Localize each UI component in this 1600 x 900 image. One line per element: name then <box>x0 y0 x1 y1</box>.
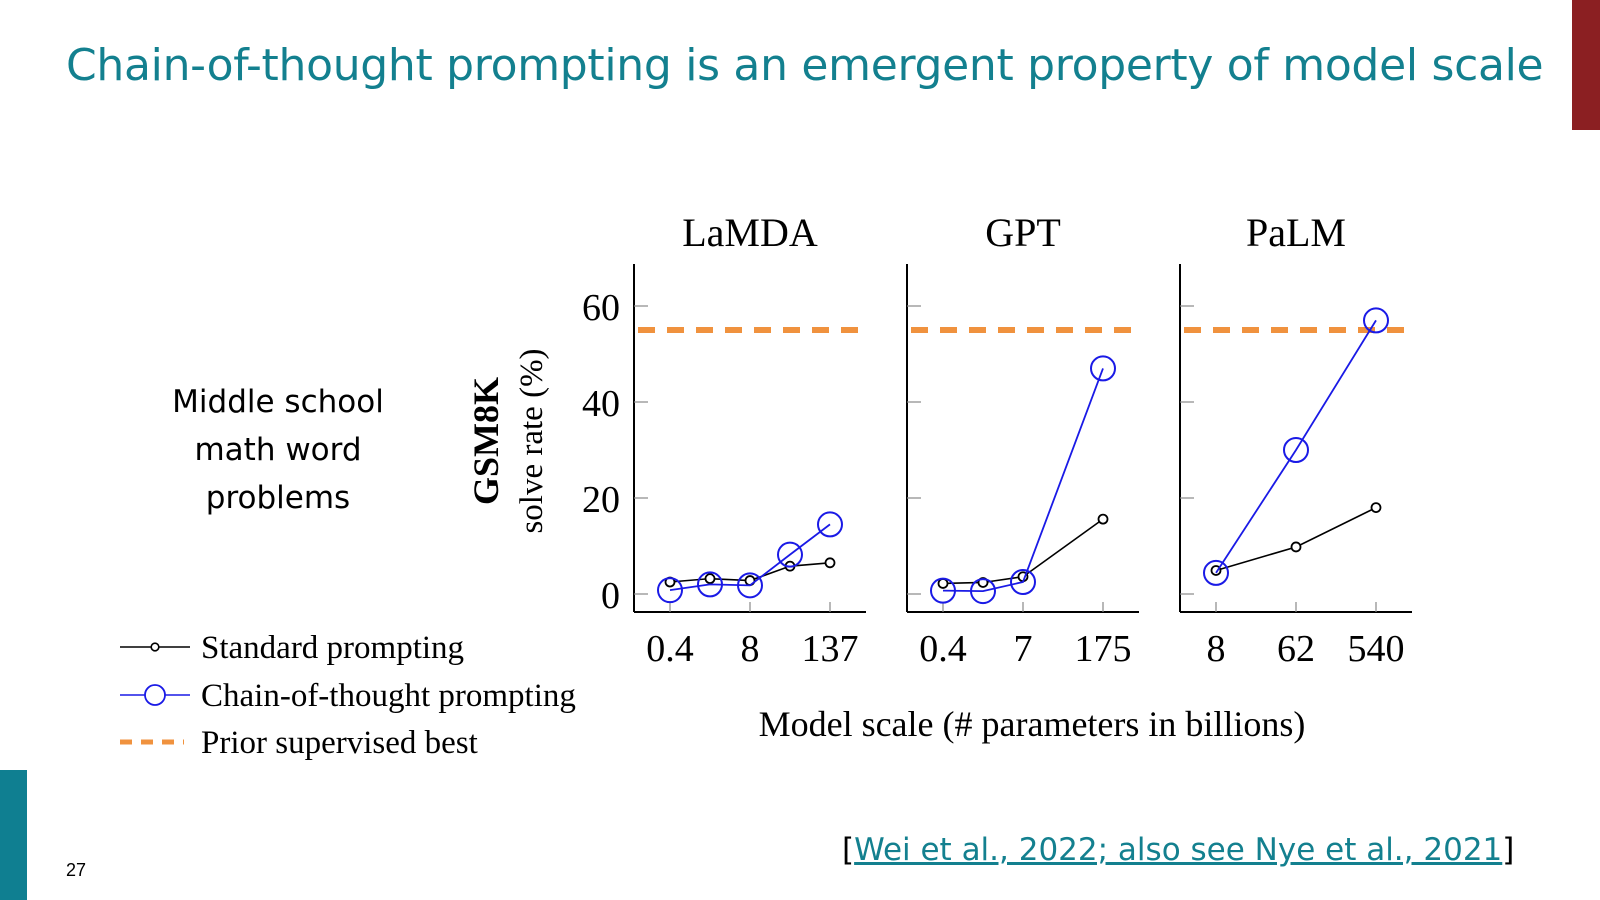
standard-data-point <box>1097 513 1109 525</box>
panel-title: PaLM <box>1246 210 1346 255</box>
standard-data-point <box>704 573 716 585</box>
standard-series-line <box>1215 506 1377 572</box>
standard-data-point <box>1290 541 1302 553</box>
citation-close-bracket: ] <box>1502 832 1515 868</box>
y-tick-label: 20 <box>582 479 620 521</box>
panel-title: GPT <box>985 210 1061 255</box>
cot-data-point <box>930 577 956 604</box>
panel-lamda: LaMDA 0 20 40 60 0.4 8 137 <box>582 210 866 670</box>
cot-data-point <box>777 541 803 568</box>
legend-label: Prior supervised best <box>201 725 478 761</box>
legend-marker <box>144 684 166 706</box>
citation: [Wei et al., 2022; also see Nye et al., … <box>842 832 1514 868</box>
panel-title: LaMDA <box>682 210 818 255</box>
legend-label: Standard prompting <box>201 630 464 666</box>
legend-item-cot: Chain-of-thought prompting <box>120 678 576 714</box>
y-tick-label: 60 <box>582 287 620 329</box>
slide-title: Chain-of-thought prompting is an emergen… <box>66 40 1544 91</box>
cot-data-point <box>817 511 843 538</box>
cot-series-line <box>942 368 1104 593</box>
x-tick-label: 62 <box>1277 628 1315 670</box>
cot-data-point <box>737 572 763 599</box>
y-tick-label: 40 <box>582 383 620 425</box>
legend: Standard prompting Chain-of-thought promp… <box>120 630 576 761</box>
x-axis-label: Model scale (# parameters in billions) <box>759 704 1306 744</box>
standard-data-point <box>824 557 836 569</box>
cot-data-point <box>1203 559 1229 586</box>
corner-accent-bar <box>1572 0 1600 130</box>
legend-item-prior: Prior supervised best <box>120 725 478 761</box>
cot-data-point <box>970 578 996 605</box>
y-tick-label: 0 <box>601 575 620 617</box>
x-tick-label: 137 <box>802 628 859 670</box>
citation-link[interactable]: Wei et al., 2022; also see Nye et al., 2… <box>854 832 1503 868</box>
cot-data-point <box>657 577 683 604</box>
side-accent-bar <box>0 770 27 900</box>
standard-data-point <box>1370 502 1382 514</box>
x-tick-label: 0.4 <box>646 628 694 670</box>
y-axis-label-line1: GSM8K <box>466 377 506 505</box>
chart-panels: LaMDA 0 20 40 60 0.4 8 137 GPT 0.4 7 175 PaLM 8 62 540 <box>582 210 1412 670</box>
chart-caption: Middle school math word problems <box>172 384 384 516</box>
panel-palm: PaLM 8 62 540 <box>1179 210 1412 670</box>
cot-data-point <box>1090 355 1116 382</box>
cot-data-point <box>1363 307 1389 334</box>
cot-data-point <box>1010 569 1036 595</box>
legend-label: Chain-of-thought prompting <box>201 678 576 714</box>
x-tick-label: 540 <box>1348 628 1405 670</box>
legend-marker <box>150 642 160 652</box>
x-tick-label: 0.4 <box>919 628 967 670</box>
cot-series-line <box>669 523 831 592</box>
standard-series-line <box>942 518 1104 585</box>
x-tick-label: 175 <box>1075 628 1132 670</box>
x-tick-label: 7 <box>1014 628 1033 670</box>
panel-gpt: GPT 0.4 7 175 <box>906 210 1139 670</box>
citation-open-bracket: [ <box>842 832 855 868</box>
cot-data-point <box>1283 437 1309 463</box>
standard-data-point <box>937 578 949 589</box>
page-number: 27 <box>66 860 87 880</box>
cot-series-line <box>1215 319 1377 574</box>
cot-data-point <box>697 571 723 598</box>
legend-item-standard: Standard prompting <box>120 630 464 666</box>
y-axis-label-line2: solve rate (%) <box>514 348 550 533</box>
x-tick-label: 8 <box>741 628 760 670</box>
x-tick-label: 8 <box>1207 628 1226 670</box>
